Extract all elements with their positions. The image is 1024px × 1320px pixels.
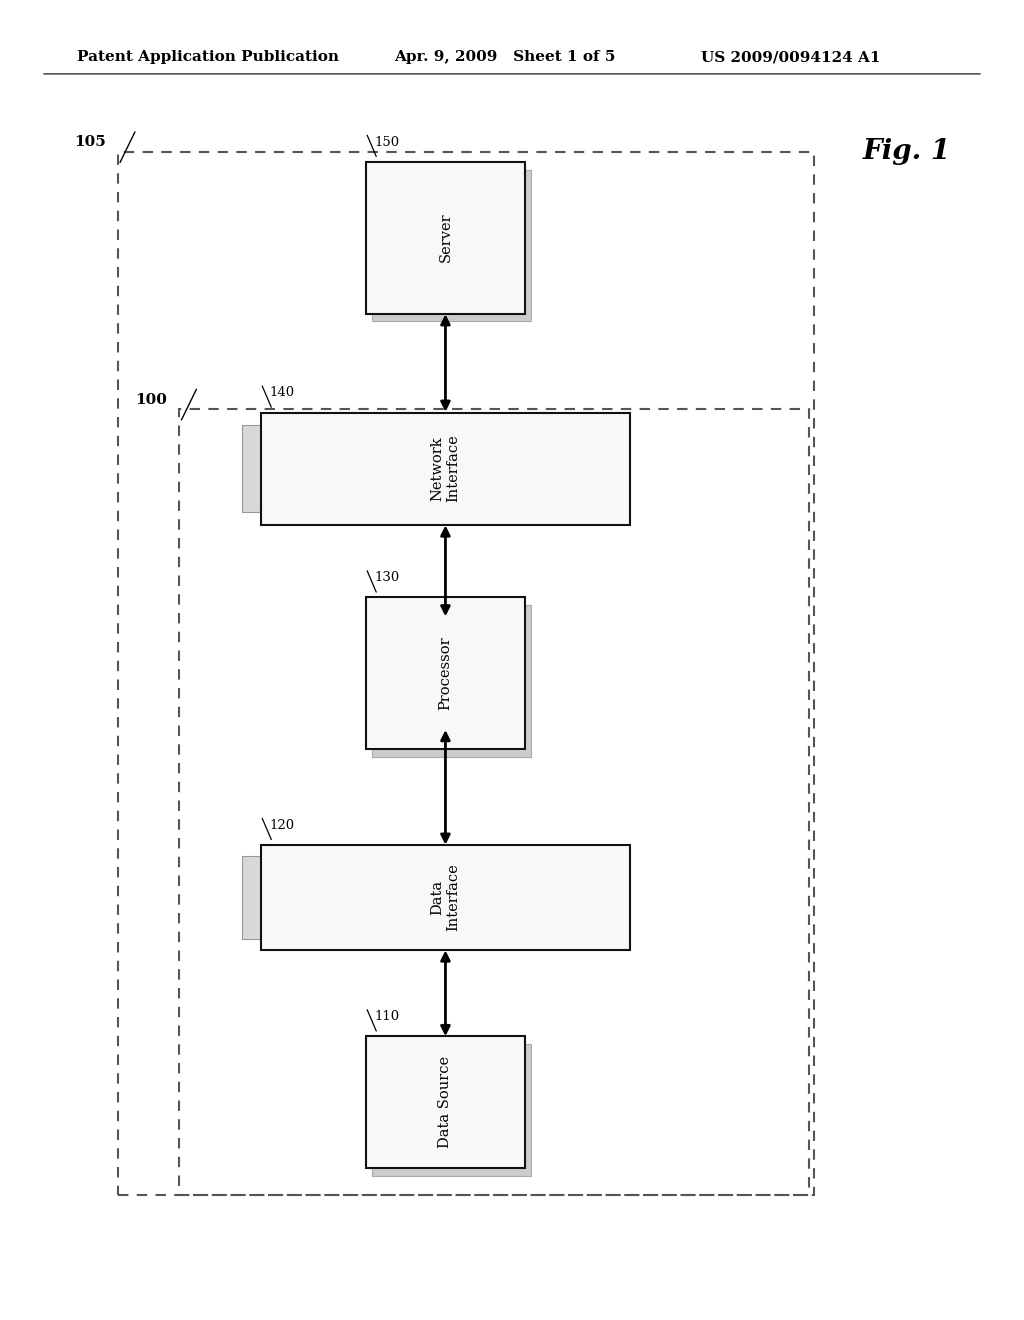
Bar xyxy=(242,425,264,512)
Text: Data
Interface: Data Interface xyxy=(430,863,461,932)
Text: Data Source: Data Source xyxy=(438,1056,453,1148)
Bar xyxy=(261,845,630,950)
Bar xyxy=(367,162,524,314)
Bar xyxy=(179,409,809,1195)
Text: 140: 140 xyxy=(269,387,295,399)
Bar xyxy=(118,152,814,1195)
Text: Server: Server xyxy=(438,213,453,263)
Text: Processor: Processor xyxy=(438,636,453,710)
Text: 100: 100 xyxy=(135,392,167,407)
Text: 130: 130 xyxy=(375,572,399,583)
Text: US 2009/0094124 A1: US 2009/0094124 A1 xyxy=(701,50,881,65)
Bar xyxy=(373,170,530,322)
Text: Fig. 1: Fig. 1 xyxy=(862,139,950,165)
Text: Patent Application Publication: Patent Application Publication xyxy=(77,50,339,65)
Text: 150: 150 xyxy=(375,136,399,149)
Text: Apr. 9, 2009   Sheet 1 of 5: Apr. 9, 2009 Sheet 1 of 5 xyxy=(394,50,615,65)
Bar xyxy=(373,605,530,758)
Bar xyxy=(373,1044,530,1176)
Text: 120: 120 xyxy=(269,818,295,832)
Text: Network
Interface: Network Interface xyxy=(430,434,461,503)
Bar xyxy=(261,412,630,524)
Text: 110: 110 xyxy=(375,1010,399,1023)
Bar xyxy=(242,857,264,939)
Bar xyxy=(367,597,524,750)
Bar xyxy=(367,1036,524,1168)
Text: 105: 105 xyxy=(74,135,105,149)
